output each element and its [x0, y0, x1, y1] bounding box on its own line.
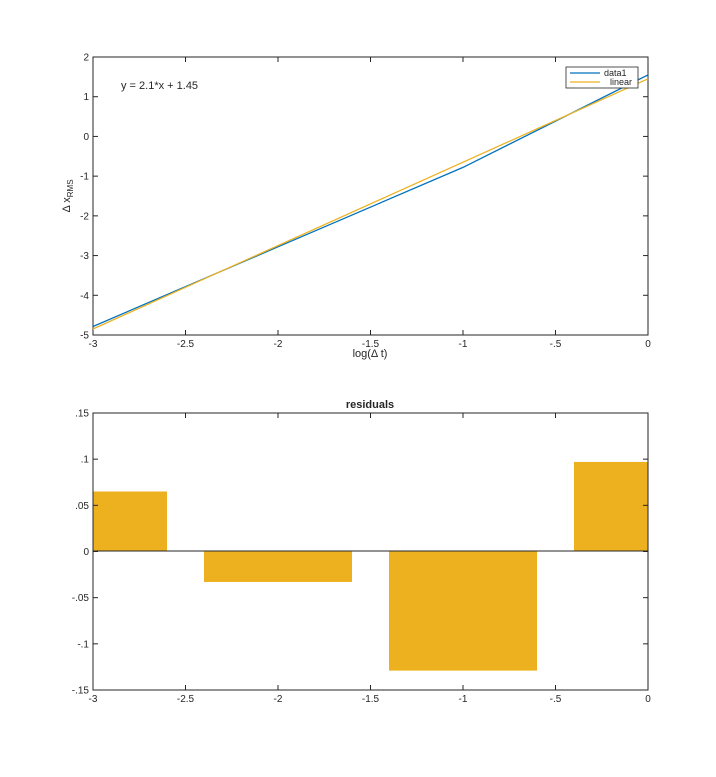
residual-bar [93, 491, 167, 552]
legend-data1-label: data1 [604, 68, 627, 78]
bottom-xtick-label: -1.5 [362, 694, 380, 705]
series-line-linear [92, 78, 649, 330]
svg-text:Δ xRMS: Δ xRMS [61, 179, 75, 212]
bottom-ytick-label: 0 [83, 547, 89, 558]
top-xtick-label: -1 [459, 339, 468, 350]
top-xtick-label: 0 [645, 339, 651, 350]
bottom-bars [93, 461, 648, 671]
top-ytick-label: 0 [83, 132, 89, 143]
top-xtick-label: -.5 [550, 339, 562, 350]
top-axes-box [92, 56, 649, 336]
top-annotation: y = 2.1*x + 1.45 [121, 80, 198, 92]
top-ylabel-sub: RMS [66, 179, 75, 197]
residual-bar [574, 461, 648, 552]
bottom-ytick-label: -.05 [72, 593, 90, 604]
top-xlabel: log(Δ t) [353, 348, 388, 360]
top-plot: -3 -2.5 -2 -1.5 -1 -.5 0 -5 -4 -3 -2 -1 0 1 2 y = 2.1*… [61, 53, 651, 361]
top-ytick-label: -2 [80, 211, 89, 222]
residual-bar [204, 551, 352, 582]
top-legend: data1 linear [565, 66, 639, 89]
bottom-xtick-label: -3 [89, 694, 98, 705]
top-ytick-label: -1 [80, 172, 89, 183]
top-ytick-label: -4 [80, 291, 89, 302]
bottom-ytick-label: .15 [75, 409, 89, 420]
bottom-ytick-label: -.15 [72, 686, 90, 697]
bottom-xtick-label: -2 [274, 694, 283, 705]
top-xtick-label: -1.5 [362, 339, 380, 350]
legend-linear-label: linear [610, 77, 632, 87]
top-ticks: -3 -2.5 -2 -1.5 -1 -.5 0 -5 -4 -3 -2 -1 0 1 2 [80, 53, 651, 351]
bottom-xtick-label: -.5 [550, 694, 562, 705]
bottom-xtick-label: 0 [645, 694, 651, 705]
residual-bar [389, 551, 537, 671]
bottom-plot: -3 -2.5 -2 -1.5 -1 -.5 0 -.15 -.1 -.05 0 .05 .1 .15 r… [72, 399, 651, 705]
top-xtick-label: -3 [89, 339, 98, 350]
top-xtick-label: -2 [274, 339, 283, 350]
top-ytick-label: -5 [80, 331, 89, 342]
top-ytick-label: 1 [83, 92, 89, 103]
top-xtick-label: -2.5 [177, 339, 195, 350]
bottom-ytick-label: -.1 [77, 639, 89, 650]
bottom-title: residuals [346, 399, 394, 411]
top-ylabel: Δ xRMS [61, 179, 75, 212]
bottom-ytick-label: .1 [81, 455, 90, 466]
top-ylabel-main: Δ x [61, 197, 73, 213]
bottom-xtick-label: -2.5 [177, 694, 195, 705]
bottom-ytick-label: .05 [75, 501, 89, 512]
top-lines [92, 74, 649, 330]
top-ytick-label: 2 [83, 53, 89, 64]
legend-box [565, 66, 639, 89]
top-ytick-label: -3 [80, 251, 89, 262]
bottom-xtick-label: -1 [459, 694, 468, 705]
bottom-ticks: -3 -2.5 -2 -1.5 -1 -.5 0 -.15 -.1 -.05 0 .05 .1 .15 [72, 409, 651, 706]
series-line-data1 [92, 74, 649, 328]
